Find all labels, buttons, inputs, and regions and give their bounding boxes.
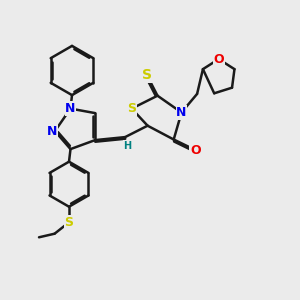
Text: O: O — [213, 52, 224, 66]
Text: N: N — [176, 106, 187, 119]
Text: S: S — [64, 216, 74, 229]
Text: S: S — [127, 102, 136, 115]
Text: N: N — [47, 124, 58, 138]
Text: O: O — [190, 143, 201, 157]
Text: S: S — [142, 68, 152, 82]
Text: N: N — [65, 102, 76, 115]
Text: H: H — [123, 140, 132, 151]
